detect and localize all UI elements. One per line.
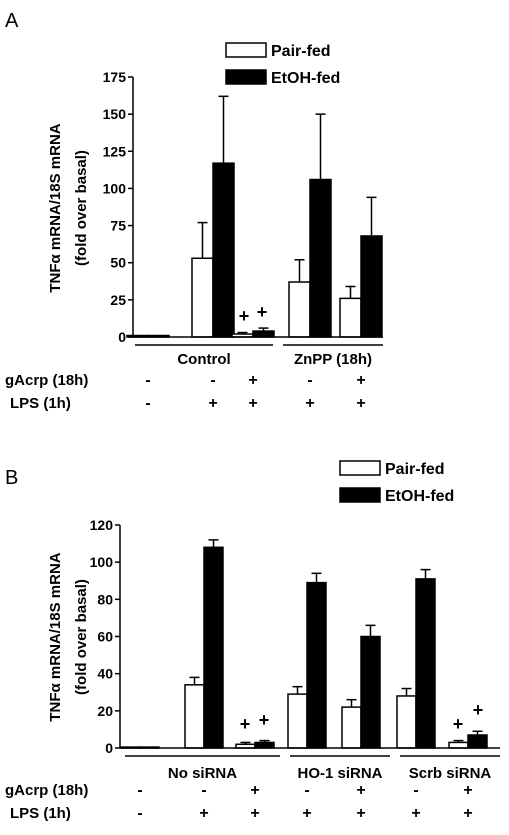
panelB-treatment-sign: +: [250, 782, 259, 799]
panelB-significance-mark: +: [453, 714, 464, 734]
panelA-group-label: Control: [177, 351, 230, 368]
panelA-y-axis-label: TNFα mRNA/18S mRNA: [47, 123, 64, 292]
panelB-y-tick-label: 120: [90, 517, 114, 533]
panelA-legend-label: Pair-fed: [271, 43, 331, 60]
panelA-bar-etoh-fed: [212, 162, 235, 338]
panelB-group-label: No siRNA: [168, 765, 237, 782]
panelB-bar-pair-fed: [448, 741, 469, 749]
panelB-letter: B: [5, 467, 18, 489]
panelB-treatment-sign: +: [411, 805, 420, 822]
panelB-bar-etoh-fed: [415, 578, 436, 749]
panelB-y-axis-label: (fold over basal): [73, 579, 90, 695]
panelB-significance-mark: +: [259, 710, 270, 730]
panelA-bar-pair-fed: [191, 257, 214, 338]
panelB-treatment-sign: +: [356, 782, 365, 799]
panelB-significance-mark: +: [240, 714, 251, 734]
panelB-treatment-sign: +: [199, 805, 208, 822]
panelB-legend-swatch-etoh-fed: [339, 487, 381, 503]
panelA-row-label: gAcrp (18h): [5, 372, 88, 389]
panelA-treatment-sign: +: [208, 395, 217, 412]
panelB-legend-label: Pair-fed: [385, 461, 445, 478]
panelA-y-tick-label: 150: [103, 106, 127, 122]
panelA-treatment-sign: +: [356, 395, 365, 412]
panelB-row-label: gAcrp (18h): [5, 782, 88, 799]
panelA-y-tick-label: 175: [103, 69, 127, 85]
panelA-legend-swatch-pair-fed: [225, 42, 267, 58]
panelA-treatment-sign: -: [307, 372, 312, 389]
panelA-letter: A: [5, 10, 19, 32]
panelA-treatment-sign: +: [248, 372, 257, 389]
panelB-y-tick-label: 100: [90, 554, 114, 570]
panelA-legend-label: EtOH-fed: [271, 70, 340, 87]
panelA-treatment-sign: -: [210, 372, 215, 389]
panelA-treatment-sign: -: [145, 395, 150, 412]
panelA-y-axis-label: (fold over basal): [73, 150, 90, 266]
panelA-y-tick-label: 75: [110, 218, 126, 234]
panelB-bar-pair-fed: [341, 706, 362, 749]
panelB-bar-pair-fed: [287, 693, 308, 749]
panelA-y-tick-label: 0: [118, 329, 126, 345]
panelB-bar-etoh-fed: [254, 741, 275, 749]
panelB-treatment-sign: +: [463, 805, 472, 822]
panelA-bar-pair-fed: [339, 297, 362, 338]
panelA-treatment-sign: +: [248, 395, 257, 412]
panelB-treatment-sign: +: [356, 805, 365, 822]
panelA-bar-pair-fed: [288, 281, 311, 338]
panelB-bar-etoh-fed: [306, 581, 327, 749]
panelA-treatment-sign: +: [356, 372, 365, 389]
panelB-treatment-sign: -: [137, 782, 142, 799]
panelB-treatment-sign: +: [463, 782, 472, 799]
panelA-y-tick-label: 125: [103, 143, 127, 159]
panelB-y-tick-label: 60: [97, 629, 113, 645]
panelB-y-axis-label: TNFα mRNA/18S mRNA: [47, 552, 64, 721]
panelB-group-label: Scrb siRNA: [409, 765, 492, 782]
panelA-significance-mark: +: [239, 306, 250, 326]
panelA-bar-etoh-fed: [252, 330, 275, 338]
panelB-treatment-sign: -: [201, 782, 206, 799]
panelA-treatment-sign: +: [305, 395, 314, 412]
panelB-row-label: LPS (1h): [10, 805, 71, 822]
panelB-legend-label: EtOH-fed: [385, 488, 454, 505]
panelA-treatment-sign: -: [145, 372, 150, 389]
panelA-significance-mark: +: [257, 302, 268, 322]
panelB-bar-etoh-fed: [360, 635, 381, 749]
panelB-legend-swatch-pair-fed: [339, 460, 381, 476]
panelB-y-tick-label: 0: [105, 740, 113, 756]
panelB-treatment-sign: -: [137, 805, 142, 822]
panelB-y-tick-label: 40: [97, 666, 113, 682]
panelB-y-tick-label: 20: [97, 703, 113, 719]
panelA-group-label: ZnPP (18h): [294, 351, 372, 368]
panelB-significance-mark: +: [473, 700, 484, 720]
panelB-bar-pair-fed: [184, 684, 205, 749]
panelA-y-tick-label: 100: [103, 180, 127, 196]
panelB-bar-etoh-fed: [203, 546, 224, 749]
panelA-bar-etoh-fed: [309, 178, 332, 338]
panelB-y-tick-label: 80: [97, 591, 113, 607]
panelB-treatment-sign: +: [250, 805, 259, 822]
panelB-bar-etoh-fed: [467, 734, 488, 749]
panelB-treatment-sign: +: [302, 805, 311, 822]
panelA-legend-swatch-etoh-fed: [225, 69, 267, 85]
panelB-treatment-sign: -: [304, 782, 309, 799]
panelA-y-tick-label: 25: [110, 292, 126, 308]
panelA-bar-etoh-fed: [360, 235, 383, 338]
panelA-row-label: LPS (1h): [10, 395, 71, 412]
panelB-treatment-sign: -: [413, 782, 418, 799]
panelB-group-label: HO-1 siRNA: [297, 765, 382, 782]
panelB-bar-pair-fed: [396, 695, 417, 749]
panelA-y-tick-label: 50: [110, 255, 126, 271]
